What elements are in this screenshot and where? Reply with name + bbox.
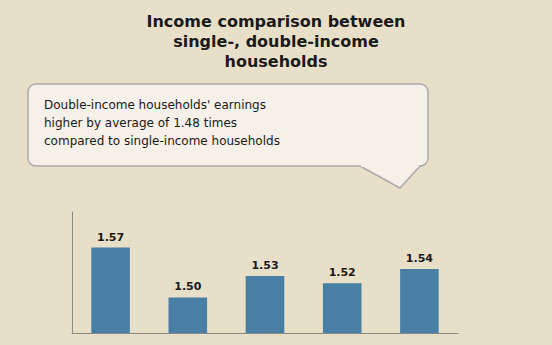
svg-text:households: households — [225, 52, 328, 71]
svg-text:higher by average of 1.48 time: higher by average of 1.48 times — [44, 116, 237, 130]
svg-text:Double-income households' earn: Double-income households' earnings — [44, 98, 266, 112]
svg-text:1.57: 1.57 — [97, 231, 124, 244]
svg-text:Income comparison between: Income comparison between — [147, 12, 406, 31]
svg-text:1.53: 1.53 — [251, 259, 278, 272]
svg-text:single-, double-income: single-, double-income — [173, 32, 379, 51]
svg-text:1.54: 1.54 — [406, 252, 433, 265]
svg-text:compared to single-income hous: compared to single-income households — [44, 134, 280, 148]
svg-text:1.50: 1.50 — [174, 280, 201, 293]
svg-text:1.52: 1.52 — [329, 266, 356, 279]
